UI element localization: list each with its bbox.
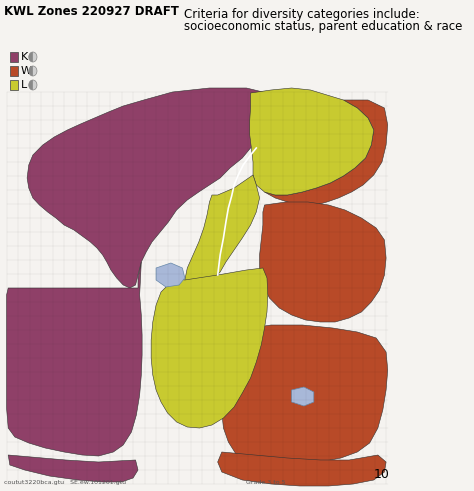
Wedge shape (29, 66, 33, 76)
Polygon shape (185, 175, 260, 283)
Text: KWL Zones 220927 DRAFT: KWL Zones 220927 DRAFT (4, 5, 179, 18)
Polygon shape (27, 88, 279, 288)
Text: W: W (20, 66, 32, 76)
Polygon shape (218, 452, 386, 486)
Polygon shape (8, 455, 138, 482)
Polygon shape (156, 263, 185, 287)
Wedge shape (29, 52, 33, 62)
Text: L: L (20, 80, 27, 90)
Text: K: K (20, 52, 28, 62)
Text: socioeconomic status, parent education & race: socioeconomic status, parent education &… (184, 20, 462, 33)
Polygon shape (222, 325, 388, 465)
Text: Criteria for diversity categories include:: Criteria for diversity categories includ… (184, 8, 420, 21)
Polygon shape (264, 100, 388, 205)
Text: Grade 3 to 5: Grade 3 to 5 (246, 480, 286, 485)
FancyBboxPatch shape (10, 52, 18, 62)
Text: 10: 10 (374, 468, 390, 481)
Polygon shape (260, 202, 386, 322)
Text: coutut3220bca.gtu   SE.ew.101201.gtu: coutut3220bca.gtu SE.ew.101201.gtu (4, 480, 126, 485)
Circle shape (29, 52, 37, 62)
Wedge shape (29, 80, 33, 90)
Polygon shape (250, 88, 374, 195)
Polygon shape (151, 268, 268, 428)
Polygon shape (7, 262, 142, 456)
Polygon shape (292, 387, 314, 406)
FancyBboxPatch shape (10, 80, 18, 90)
Circle shape (29, 66, 37, 76)
Circle shape (29, 80, 37, 90)
FancyBboxPatch shape (10, 66, 18, 76)
